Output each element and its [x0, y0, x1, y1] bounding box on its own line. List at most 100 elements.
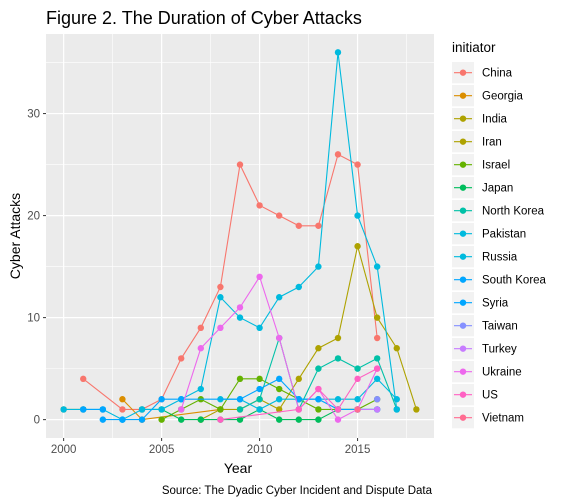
legend-label: Japan [482, 183, 513, 195]
legend-key-point [459, 299, 467, 306]
data-point-georgia [119, 396, 126, 403]
data-point-russia [373, 263, 381, 270]
legend-label: Vietnam [482, 413, 524, 425]
legend-item-south-korea: South Korea [452, 269, 547, 291]
data-point-ukraine [236, 304, 244, 311]
data-point-pakistan [256, 406, 263, 413]
data-point-india [413, 406, 420, 413]
legend-item-pakistan: Pakistan [452, 223, 526, 245]
data-point-ukraine [197, 345, 205, 352]
data-point-japan [295, 416, 302, 423]
data-point-north-korea [256, 396, 263, 403]
data-point-pakistan [334, 396, 342, 403]
data-point-russia [315, 263, 322, 270]
data-point-north-korea [315, 365, 322, 372]
data-point-india [315, 345, 322, 352]
data-point-japan [275, 416, 283, 423]
data-point-south-korea [178, 396, 185, 403]
data-point-pakistan [373, 375, 381, 383]
data-point-russia [158, 406, 165, 413]
data-point-vietnam [354, 406, 361, 413]
data-point-south-korea [256, 385, 263, 393]
data-point-north-korea [334, 355, 342, 362]
data-point-china [119, 406, 126, 413]
legend-key-point [459, 207, 467, 214]
data-point-israel [158, 416, 165, 423]
data-point-china [315, 222, 322, 229]
data-point-china [197, 324, 205, 332]
data-point-us [334, 406, 342, 413]
data-point-pakistan [354, 396, 361, 403]
data-point-china [217, 283, 224, 291]
legend-label: China [482, 68, 513, 80]
legend-key-point [459, 115, 467, 122]
series-us [217, 365, 381, 423]
data-point-russia [138, 406, 146, 413]
data-point-china [236, 161, 244, 168]
legend-label: Syria [482, 298, 509, 310]
x-tick-label: 2010 [247, 444, 273, 456]
legend-item-israel: Israel [452, 154, 510, 176]
legend-label: Georgia [482, 91, 524, 103]
data-point-china [256, 202, 263, 209]
legend-label: Pakistan [482, 229, 526, 241]
chart-caption: Source: The Dyadic Cyber Incident and Di… [162, 485, 433, 497]
legend-key-point [459, 368, 467, 375]
y-axis: 0 10 20 30 [27, 109, 46, 427]
plot-panel [46, 34, 434, 438]
data-point-us [295, 406, 302, 413]
legend-key-point [459, 69, 467, 76]
series-line-us [220, 368, 378, 421]
series-vietnam [354, 406, 361, 413]
legend-key-point [459, 391, 467, 398]
legend-key-point [459, 161, 467, 168]
data-point-japan [197, 416, 205, 423]
data-point-israel [236, 375, 244, 383]
y-tick-label: 30 [27, 109, 40, 121]
data-point-russia [197, 385, 205, 393]
legend-item-japan: Japan [452, 177, 513, 199]
data-point-china [354, 161, 361, 168]
series-north-korea [236, 334, 400, 413]
data-point-syria [80, 406, 87, 413]
data-point-russia [275, 294, 283, 301]
data-point-ukraine [217, 324, 224, 332]
data-point-israel [315, 406, 322, 413]
data-point-israel [256, 375, 263, 383]
legend-item-vietnam: Vietnam [452, 407, 524, 429]
data-point-russia [217, 294, 224, 301]
data-point-us [354, 375, 361, 383]
data-point-north-korea [373, 355, 381, 362]
data-point-south-korea [138, 416, 146, 423]
data-point-us [217, 416, 224, 423]
data-point-russia [256, 324, 263, 332]
data-point-india [354, 243, 361, 250]
legend-item-ukraine: Ukraine [452, 361, 522, 383]
data-point-russia [354, 212, 361, 219]
data-point-india [373, 314, 381, 321]
legend-item-georgia: Georgia [452, 85, 524, 107]
legend-label: Israel [482, 160, 510, 172]
legend-item-russia: Russia [452, 246, 518, 268]
legend: initiator China Georgia India Iran Israel Jap… [452, 40, 547, 429]
legend-label: North Korea [482, 206, 545, 218]
data-point-india [295, 375, 302, 383]
data-point-china [80, 375, 87, 383]
legend-label: Taiwan [482, 321, 518, 333]
y-tick-label: 10 [27, 313, 40, 325]
data-point-india [393, 345, 400, 352]
series-taiwan [373, 396, 381, 403]
data-point-us [373, 365, 381, 372]
legend-item-iran: Iran [452, 131, 502, 153]
legend-label: Ukraine [482, 367, 522, 379]
x-axis-title: Year [224, 460, 253, 476]
data-point-ukraine [275, 334, 283, 342]
data-point-south-korea [119, 416, 126, 423]
data-point-syria [99, 406, 107, 413]
data-point-russia [295, 283, 302, 291]
data-point-japan [315, 416, 322, 423]
x-tick-label: 2005 [149, 444, 175, 456]
data-point-south-korea [275, 375, 283, 383]
legend-item-taiwan: Taiwan [452, 315, 518, 337]
data-point-south-korea [236, 396, 244, 403]
